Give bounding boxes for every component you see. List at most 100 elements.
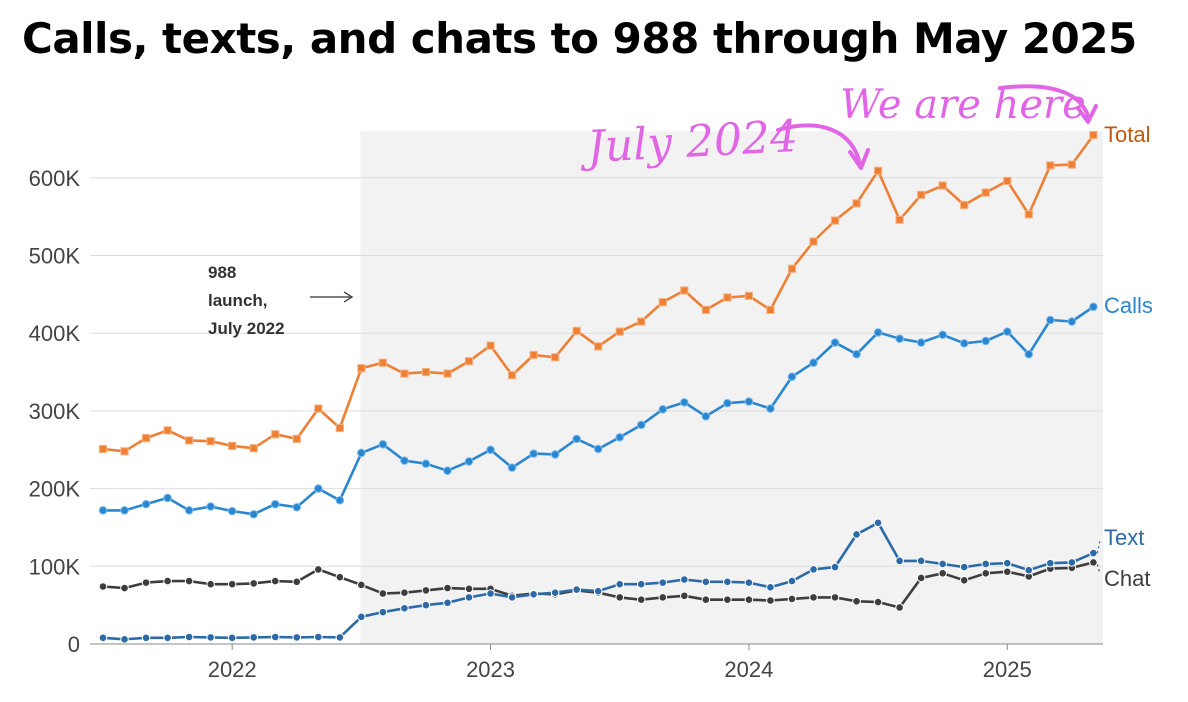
launch-annotation-line-3: July 2022 [208,319,285,338]
text-point [464,593,474,602]
handwritten-annotations: July 2024 We are here [578,82,1098,173]
text-point [701,577,711,587]
text-point [873,518,883,528]
chat-point [227,579,237,589]
total-point [486,341,495,350]
text-series-label: Text [1104,525,1144,550]
chat-point [938,568,947,578]
total-point [357,364,366,373]
text-point [636,579,646,589]
text-point [1089,548,1098,558]
total-point [206,437,215,446]
gridlines [90,177,1103,567]
chat-point [206,579,215,589]
x-tick-label: 2025 [983,657,1032,682]
total-point [809,237,818,246]
chat-point [852,596,861,606]
calls-point [270,499,280,509]
total-point [680,286,689,295]
total-point [120,447,129,456]
total-point [249,444,258,453]
launch-arrow-head [343,291,354,303]
calls-point [1002,327,1012,336]
chat-point [981,568,991,578]
calls-series-label: Calls [1104,293,1153,318]
total-point [314,404,323,413]
total-point [507,371,517,380]
july-2024-arrow [776,123,862,166]
total-point [551,353,560,362]
calls-point [701,412,711,421]
calls-point [916,338,926,347]
total-point [1067,160,1076,169]
text-point [830,562,840,572]
calls-point [400,456,409,465]
text-point [550,588,560,598]
calls-point [335,495,345,505]
chat-point [443,583,452,593]
total-point [637,317,646,326]
total-point [271,430,280,439]
calls-point [98,506,108,515]
text-point [723,577,732,587]
total-point [615,327,624,336]
chat-point [1002,567,1012,577]
text-point [292,633,302,642]
calls-point [529,449,538,458]
y-tick-label: 500K [29,244,81,269]
y-tick-label: 300K [29,399,81,424]
text-point [895,556,904,566]
total-point [960,200,969,210]
total-point [830,216,840,225]
calls-point [873,328,883,337]
chat-point [335,572,345,582]
chat-point [959,575,969,585]
chat-point [680,591,689,601]
chat-point [270,576,280,586]
launch-shaded-region [360,131,1103,644]
text-point [766,582,775,592]
total-point [572,326,581,335]
chat-point [1089,558,1098,567]
calls-point [486,445,495,455]
text-point [1002,558,1012,568]
calls-point [206,502,215,511]
total-point [163,426,172,435]
text-point [959,562,969,572]
text-point [1024,565,1034,575]
chat-point [701,595,711,605]
y-axis-ticks: 0 100K 200K 300K 400K 500K 600K [29,166,81,657]
calls-point [163,493,172,503]
calls-point [981,336,991,346]
text-point [658,578,668,587]
we-are-here-annotation: We are here [840,82,1086,128]
series-labels: Total Calls Text Chat [1096,122,1153,591]
text-point [572,585,581,594]
y-tick-label: 100K [29,554,81,579]
text-point [314,632,323,642]
text-point [421,600,431,610]
y-tick-label: 0 [68,632,80,657]
text-point [98,633,108,643]
y-tick-label: 200K [29,477,81,502]
july-2024-annotation: July 2024 [578,111,799,173]
chat-point [314,565,323,574]
text-point [270,632,280,642]
july-2024-arrowhead [848,148,870,170]
total-point [228,441,237,450]
text-point [486,589,495,598]
total-point [400,369,409,378]
total-point [917,190,926,199]
calls-point [895,334,904,343]
total-point [292,434,301,443]
text-point [787,576,797,586]
chat-point [163,576,172,586]
chat-point [658,593,668,602]
total-point [1024,210,1033,219]
chat-point [895,603,904,612]
text-point [184,632,194,642]
text-point [529,589,538,599]
total-point [1046,161,1055,170]
text-point [227,633,237,643]
